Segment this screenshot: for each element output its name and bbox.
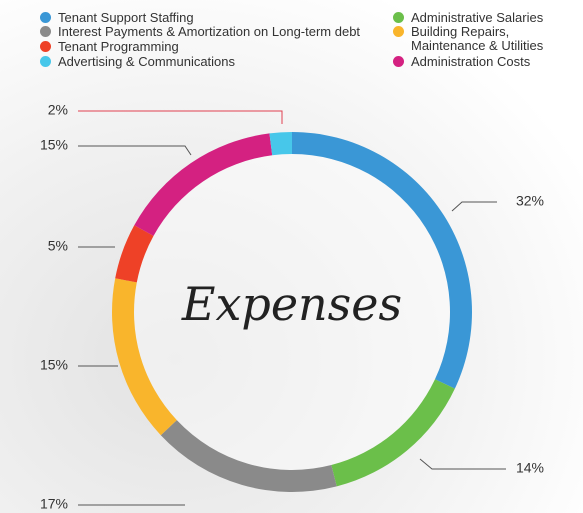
value-label: 14% (516, 460, 544, 476)
value-label: 5% (48, 238, 68, 254)
page: Tenant Support StaffingInterest Payments… (0, 0, 583, 513)
donut-segment (269, 132, 292, 155)
leader-line (78, 146, 191, 155)
value-label: 17% (40, 496, 68, 512)
leader-line (452, 202, 497, 211)
center-label: Expenses (181, 277, 402, 331)
value-label: 32% (516, 193, 544, 209)
value-label: 15% (40, 357, 68, 373)
leader-line (420, 459, 506, 469)
value-label: 15% (40, 137, 68, 153)
value-label: 2% (48, 102, 68, 118)
leader-line (78, 111, 282, 124)
chart: Expenses 32% 14% 17% 15% 5% 15% 2% (0, 0, 583, 513)
